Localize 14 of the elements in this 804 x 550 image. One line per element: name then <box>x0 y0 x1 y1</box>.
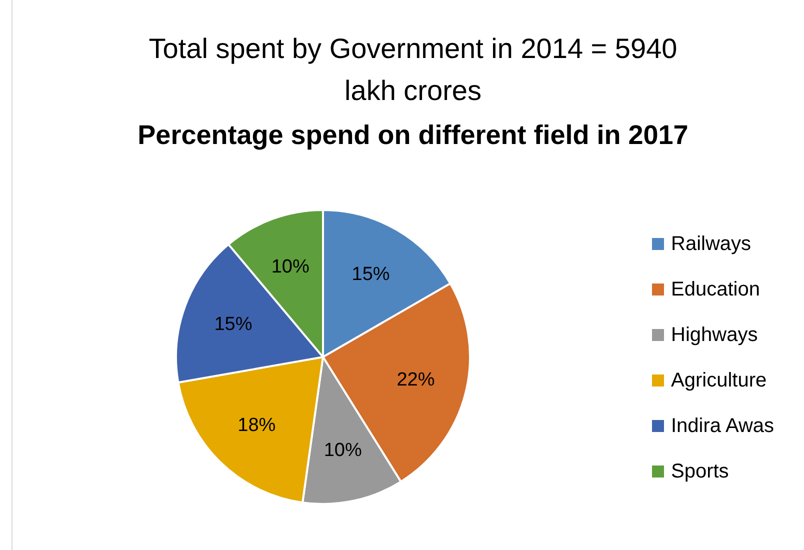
data-label: 10% <box>271 256 310 278</box>
chart-title: Total spent by Government in 2014 = 5940 lakh crores <box>148 33 678 106</box>
legend-label: Highways <box>671 324 758 346</box>
data-label: 15% <box>352 264 390 285</box>
chart-subtitle: Percentage spend on different field in 2017 <box>138 120 688 150</box>
legend-label: Education <box>671 278 760 300</box>
legend-label: Indira Awas <box>671 415 774 437</box>
data-label: 22% <box>396 370 435 391</box>
legend-label: Railways <box>671 233 752 255</box>
data-label: 15% <box>214 314 252 335</box>
data-label: 10% <box>324 440 362 461</box>
legend-label: Sports <box>671 460 729 482</box>
legend-label: Agriculture <box>671 370 767 392</box>
data-label: 18% <box>238 415 276 436</box>
